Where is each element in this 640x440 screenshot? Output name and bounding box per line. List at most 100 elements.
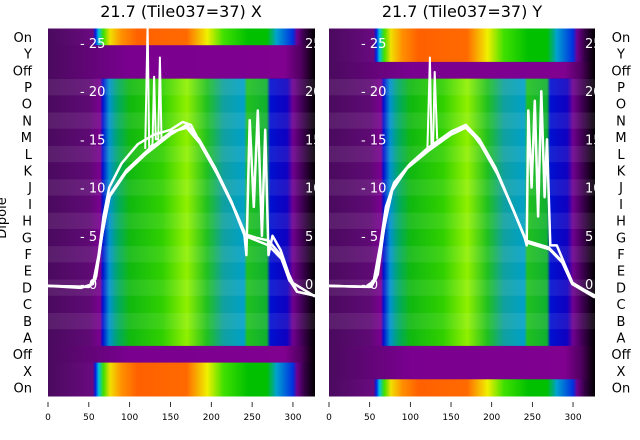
row-label: G bbox=[22, 231, 32, 246]
row-label: N bbox=[22, 114, 32, 129]
heatmap-row bbox=[329, 345, 595, 364]
row-label: P bbox=[24, 81, 32, 96]
row-label: A bbox=[23, 332, 32, 347]
x-tick-label: 300 bbox=[284, 413, 301, 423]
heatmap-row bbox=[329, 379, 595, 397]
overlay-tick-label-right: 0 bbox=[585, 278, 593, 293]
heatmap-row bbox=[48, 345, 315, 364]
overlay-tick-label-right: 25 bbox=[305, 37, 322, 52]
row-label: A bbox=[617, 332, 626, 347]
row-label: E bbox=[24, 265, 32, 280]
heatmap-row bbox=[329, 245, 595, 263]
row-label: F bbox=[25, 248, 32, 263]
row-label: On bbox=[612, 382, 630, 397]
row-label: F bbox=[617, 248, 624, 263]
row-label: C bbox=[23, 298, 32, 313]
x-tick-label: 50 bbox=[364, 413, 376, 423]
row-label: G bbox=[616, 231, 626, 246]
overlay-tick-label: - 25 bbox=[80, 37, 105, 52]
heatmap-row bbox=[48, 212, 315, 230]
row-label: E bbox=[617, 265, 625, 280]
heatmap-row bbox=[48, 61, 315, 80]
x-tick-label: 300 bbox=[564, 413, 581, 423]
row-label: I bbox=[28, 198, 32, 213]
row-label: J bbox=[27, 181, 32, 196]
series-spikes bbox=[144, 28, 163, 150]
heatmap-row bbox=[48, 312, 315, 330]
row-label: Off bbox=[611, 64, 631, 79]
heatmap-row bbox=[48, 195, 315, 213]
heatmap-row bbox=[329, 212, 595, 230]
heatmap-row bbox=[48, 279, 315, 297]
overlay-tick-label-right: 20 bbox=[305, 85, 322, 100]
heatmap-row bbox=[329, 78, 595, 96]
series-line-c bbox=[48, 126, 315, 298]
heatmap-row bbox=[329, 312, 595, 330]
overlay-tick-label-right: 10 bbox=[305, 182, 322, 197]
row-label: O bbox=[616, 98, 626, 113]
row-label: Off bbox=[611, 348, 631, 363]
row-label: J bbox=[618, 181, 623, 196]
row-label: L bbox=[25, 148, 33, 163]
row-label: P bbox=[617, 81, 625, 96]
overlay-tick-label: - 20 bbox=[80, 85, 105, 100]
heatmap-row bbox=[329, 329, 595, 347]
series-line-c bbox=[329, 124, 595, 299]
heatmap-row bbox=[48, 262, 315, 280]
row-label: D bbox=[22, 281, 32, 296]
heatmap-row bbox=[329, 262, 595, 280]
x-tick-label: 100 bbox=[121, 413, 138, 423]
overlay-tick-label-right: 20 bbox=[585, 85, 602, 100]
row-label: X bbox=[23, 365, 32, 380]
heatmap-row bbox=[48, 162, 315, 180]
overlay-tick-label: - 5 bbox=[361, 230, 378, 245]
row-label: Off bbox=[13, 348, 33, 363]
row-label: K bbox=[23, 164, 32, 179]
overlay-tick-label-right: 0 bbox=[305, 278, 313, 293]
heatmap-row bbox=[48, 295, 315, 313]
row-label: On bbox=[612, 31, 630, 46]
row-label: B bbox=[23, 315, 32, 330]
heatmap-row bbox=[48, 45, 315, 63]
x-tick-label: 250 bbox=[524, 413, 541, 423]
overlay-tick-label-right: 5 bbox=[585, 230, 593, 245]
heatmap-row bbox=[329, 362, 595, 380]
overlay-tick-label: - 20 bbox=[361, 85, 386, 100]
overlay-tick-label: - 15 bbox=[80, 133, 105, 148]
overlay-tick-label-right: 25 bbox=[585, 37, 602, 52]
x-tick-label: 150 bbox=[162, 413, 179, 423]
overlay-tick-label: - 25 bbox=[361, 37, 386, 52]
x-tick-label: 150 bbox=[442, 413, 459, 423]
heatmap-row bbox=[48, 228, 315, 247]
row-label: On bbox=[14, 31, 32, 46]
heatmap-row bbox=[329, 162, 595, 180]
x-tick-label: 0 bbox=[45, 413, 51, 423]
series-spikes bbox=[426, 56, 439, 150]
row-label: H bbox=[616, 215, 626, 230]
chart-title-x: 21.7 (Tile037=37) X bbox=[100, 2, 262, 21]
row-label: I bbox=[619, 198, 623, 213]
x-tick-label: 50 bbox=[83, 413, 95, 423]
row-label: M bbox=[615, 131, 626, 146]
row-label: Y bbox=[616, 48, 625, 63]
overlay-tick-label: - 10 bbox=[80, 182, 105, 197]
x-tick-label: 200 bbox=[483, 413, 500, 423]
x-tick-label: 100 bbox=[402, 413, 419, 423]
heatmap-row bbox=[48, 329, 315, 347]
x-tick-label: 250 bbox=[244, 413, 261, 423]
row-label: C bbox=[616, 298, 625, 313]
heatmap-row bbox=[329, 95, 595, 113]
overlay-tick-label: - 5 bbox=[80, 230, 97, 245]
row-label: Y bbox=[23, 48, 32, 63]
row-label: O bbox=[22, 98, 32, 113]
overlay-tick-label-right: 10 bbox=[585, 182, 602, 197]
row-label: D bbox=[616, 281, 626, 296]
row-label: B bbox=[617, 315, 626, 330]
y-axis-label: Dipole bbox=[0, 197, 10, 238]
heatmap-row bbox=[48, 78, 315, 96]
x-tick-label: 200 bbox=[203, 413, 220, 423]
row-label: Off bbox=[13, 64, 33, 79]
